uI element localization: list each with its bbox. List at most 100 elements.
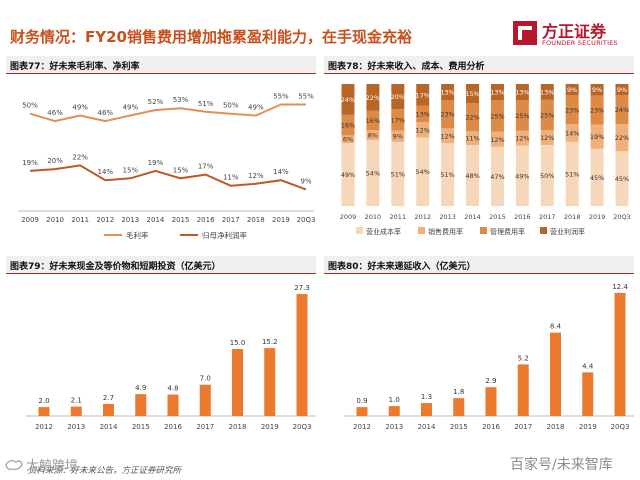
data-label: 22%: [72, 153, 88, 161]
stacked-bar-segment: [366, 130, 380, 141]
x-tick-label: 2016: [164, 423, 182, 431]
stacked-bar-segment: [490, 131, 504, 147]
data-label: 22%: [615, 134, 629, 142]
bar: [296, 294, 308, 416]
data-label: 13%: [540, 88, 554, 96]
data-label: 16%: [366, 117, 380, 125]
data-label: 4.4: [582, 362, 594, 370]
bar: [199, 384, 211, 416]
legend-swatch: [418, 227, 425, 234]
data-label: 8.4: [550, 323, 562, 331]
x-tick-label: 2019: [589, 213, 606, 221]
x-tick-label: 2016: [514, 213, 531, 221]
data-label: 50%: [540, 172, 554, 180]
stacked-bar-segment: [416, 122, 430, 138]
founder-logo-icon: [513, 21, 537, 45]
x-tick-label: 2017: [539, 213, 556, 221]
x-tick-label: 2019: [579, 423, 597, 431]
data-label: 17%: [391, 116, 405, 124]
legend-label: 营业利润率: [550, 227, 585, 236]
stacked-bar-segment: [466, 131, 480, 145]
bar-chart: 0.9 2012 1.0 2013 1.3 2014 1.8 2015 2.9 2016 5.2 20…: [344, 283, 634, 431]
data-label: 22%: [465, 114, 479, 122]
data-label: 49%: [72, 104, 88, 112]
legend-label: 营业成本率: [366, 227, 401, 236]
stacked-bar-segment: [441, 128, 455, 144]
data-label: 15%: [173, 166, 189, 174]
data-label: 11%: [465, 135, 479, 143]
data-label: 2.0: [38, 397, 49, 405]
data-label: 45%: [615, 175, 629, 183]
data-label: 24%: [615, 106, 629, 114]
x-tick-label: 20Q3: [293, 423, 312, 431]
x-tick-label: 2017: [222, 216, 240, 224]
stacked-bar-segment: [515, 130, 529, 146]
panel-header: 图表79：好未来现金及等价物和短期投资（亿美元）: [6, 256, 316, 274]
bar: [388, 406, 400, 416]
bar: [550, 332, 561, 416]
stacked-bar-segment: [466, 103, 480, 132]
x-tick-label: 20Q3: [613, 213, 631, 221]
chart-panel-cost-structure: 图表78：好未来收入、成本、费用分析 49% 6% 16% 24% 2009 54% 8% 1…: [324, 56, 634, 246]
x-tick-label: 2018: [247, 216, 265, 224]
data-label: 52%: [148, 98, 164, 106]
legend-swatch: [540, 227, 547, 234]
data-label: 6%: [343, 136, 353, 144]
data-label: 12%: [440, 132, 454, 140]
stacked-bar-segment: [515, 100, 529, 131]
stacked-bar-segment: [590, 124, 604, 149]
stacked-bar-segment: [615, 124, 629, 152]
series-line: [29, 103, 306, 123]
stacked-bar-segment: [565, 141, 579, 206]
x-tick-label: 2009: [21, 216, 39, 224]
page-title: 财务情况：FY20销售费用增加拖累盈利能力，在手现金充裕: [10, 28, 412, 46]
x-tick-label: 2012: [353, 423, 371, 431]
x-tick-label: 2019: [261, 423, 279, 431]
data-label: 55%: [298, 92, 314, 100]
stacked-bar-segment: [490, 146, 504, 206]
logo-subtext: FOUNDER SECURITIES: [542, 39, 618, 47]
data-label: 2.1: [71, 397, 82, 405]
data-label: 51%: [565, 170, 579, 178]
data-label: 54%: [416, 168, 430, 176]
data-label: 51%: [198, 100, 214, 108]
legend-label: 毛利率: [126, 230, 149, 240]
data-label: 9%: [592, 86, 602, 94]
x-tick-label: 2014: [100, 423, 118, 431]
chart-title: 图表79：好未来现金及等价物和短期投资（亿美元）: [10, 262, 221, 272]
panel-header: 图表77：好未来毛利率、净利率: [6, 56, 316, 74]
x-tick-label: 2012: [96, 216, 114, 224]
x-tick-label: 2015: [172, 216, 190, 224]
bar: [135, 394, 147, 416]
stacked-bar-segment: [615, 84, 629, 95]
stacked-bar-segment: [590, 84, 604, 96]
bar: [38, 407, 50, 416]
bar: [264, 348, 276, 416]
stacked-bar-segment: [565, 84, 579, 96]
stacked-bar-segment: [441, 84, 455, 101]
x-tick-label: 2009: [340, 213, 357, 221]
data-label: 12%: [490, 136, 504, 144]
data-label: 46%: [47, 109, 63, 117]
stacked-bar-segment: [540, 130, 554, 145]
data-label: 55%: [273, 92, 289, 100]
stacked-bar-segment: [416, 84, 430, 106]
data-label: 48%: [465, 172, 479, 180]
chart-title: 图表77：好未来毛利率、净利率: [10, 62, 140, 72]
x-tick-label: 2015: [132, 423, 150, 431]
stacked-bar-segment: [341, 143, 355, 206]
stacked-bar-segment: [540, 84, 554, 100]
data-label: 51%: [391, 170, 405, 178]
chart-panel-cash: 图表79：好未来现金及等价物和短期投资（亿美元） 2.0 2012 2.1 2013 2…: [6, 256, 316, 448]
chart-panel-deferred-revenue: 图表80：好未来递延收入（亿美元） 0.9 2012 1.0 2013 1.3 2014 1…: [324, 256, 634, 448]
stacked-bar-segment: [341, 135, 355, 144]
x-tick-label: 20Q3: [297, 216, 316, 224]
bar: [582, 372, 594, 416]
data-label: 46%: [97, 109, 113, 117]
data-label: 13%: [490, 89, 504, 97]
series-line: [29, 164, 307, 191]
stacked-bar-segment: [391, 84, 405, 110]
data-label: 17%: [416, 91, 430, 99]
founder-logo: 方正证券 FOUNDER SECURITIES: [512, 18, 632, 52]
data-label: 15%: [465, 90, 479, 98]
